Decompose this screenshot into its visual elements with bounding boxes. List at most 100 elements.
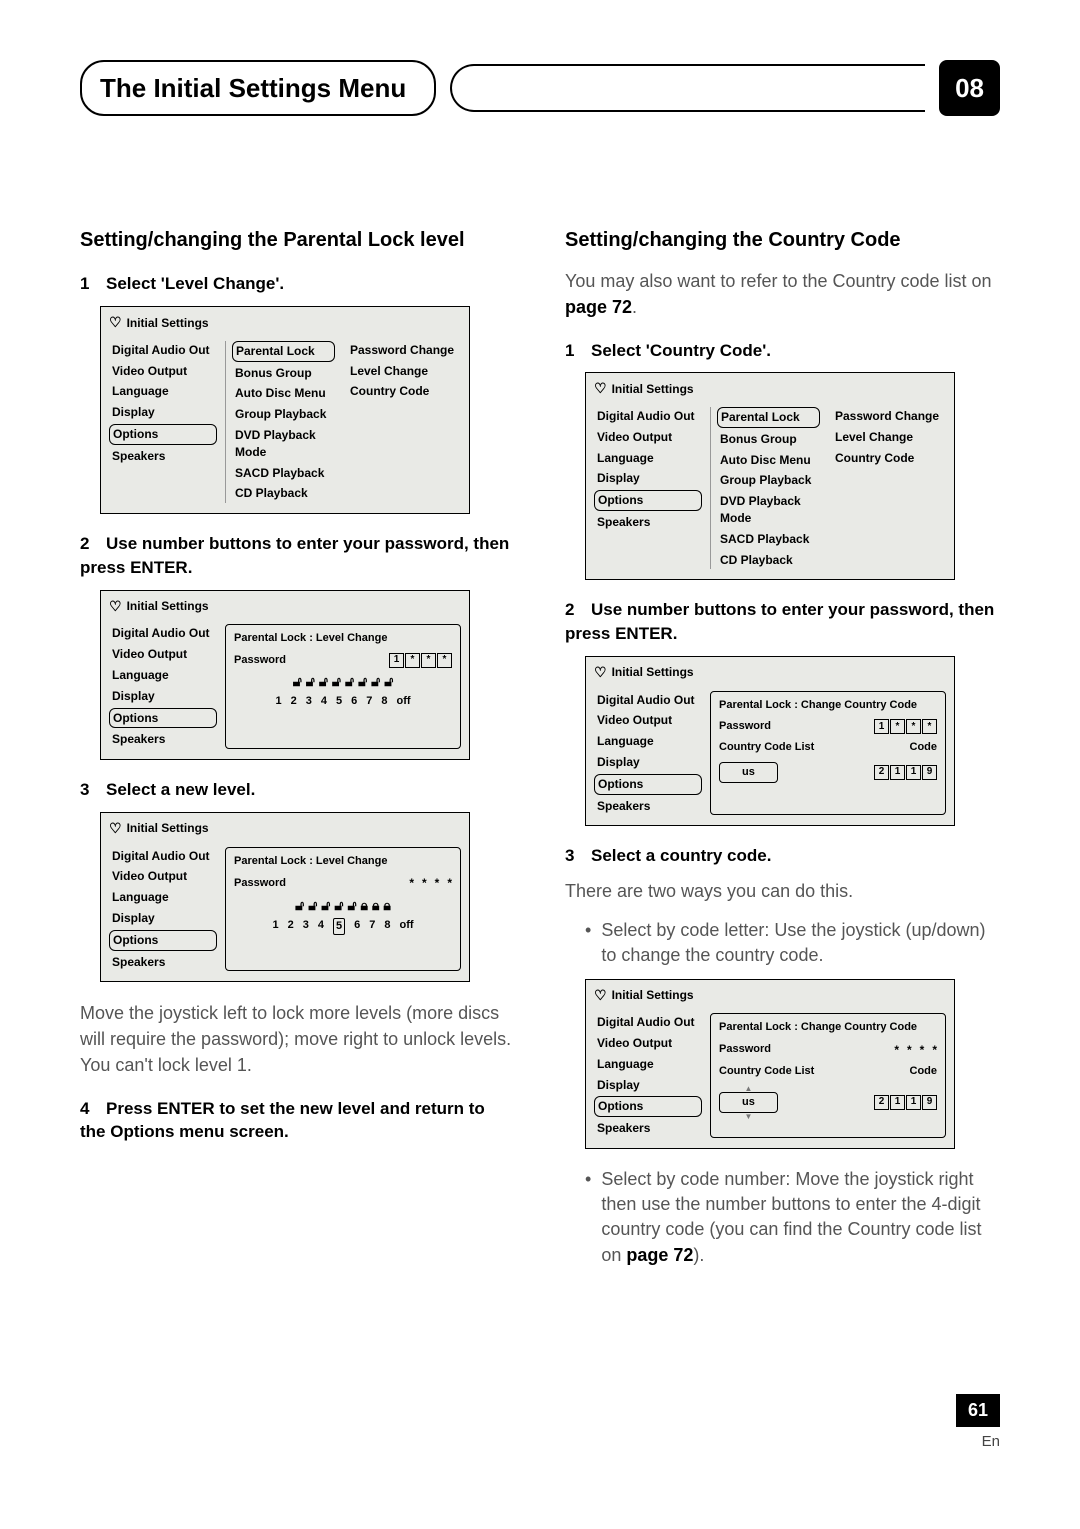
lock-icons-row: 🔓︎🔓︎🔓︎🔓︎🔓︎🔓︎🔓︎🔓︎ bbox=[234, 674, 452, 688]
pw-digit: * bbox=[922, 719, 937, 734]
password-boxes: 1 * * * bbox=[874, 719, 937, 734]
osd-left-item: Video Output bbox=[594, 428, 702, 447]
left-step-3-text: Select a new level. bbox=[106, 780, 255, 799]
level-num: 3 bbox=[303, 918, 309, 935]
password-dots: * * * * bbox=[894, 1042, 937, 1059]
pw-digit: * bbox=[437, 653, 452, 668]
osd-left-item-selected: Options bbox=[594, 490, 702, 511]
header-spacer bbox=[450, 64, 925, 112]
code-digit: 1 bbox=[890, 765, 905, 780]
osd-panel-level-select: Parental Lock : Level Change Password * … bbox=[225, 847, 461, 972]
password-label: Password bbox=[234, 653, 286, 668]
osd-left-item: Speakers bbox=[109, 730, 217, 749]
osd-left-item: Language bbox=[594, 449, 702, 468]
osd-right-item: Level Change bbox=[832, 428, 946, 447]
osd-cc-password: Initial Settings Digital Audio Out Video… bbox=[585, 656, 955, 826]
code-boxes: 2 1 1 9 bbox=[874, 1095, 937, 1110]
right-step-2: 2Use number buttons to enter your passwo… bbox=[565, 598, 1000, 646]
osd-right-item: Password Change bbox=[347, 341, 461, 360]
osd-left-item: Video Output bbox=[109, 645, 217, 664]
heart-icon bbox=[594, 379, 607, 399]
left-column: Setting/changing the Parental Lock level… bbox=[80, 226, 515, 1273]
left-step-1: 1Select 'Level Change'. bbox=[80, 272, 515, 296]
lock-open-icon: 🔓︎ bbox=[371, 674, 380, 688]
page-header: The Initial Settings Menu 08 bbox=[80, 60, 1000, 116]
code-digit: 9 bbox=[922, 765, 937, 780]
heart-icon bbox=[109, 313, 122, 333]
chapter-number: 08 bbox=[939, 60, 1000, 116]
right-heading: Setting/changing the Country Code bbox=[565, 226, 1000, 254]
level-num: 1 bbox=[275, 694, 281, 709]
osd-title-text: Initial Settings bbox=[127, 598, 209, 615]
level-num: 4 bbox=[318, 918, 324, 935]
osd-right-list: Password Change Level Change Country Cod… bbox=[343, 341, 461, 503]
osd-title-text: Initial Settings bbox=[127, 315, 209, 332]
code-digit: 1 bbox=[890, 1095, 905, 1110]
osd-right-item: Country Code bbox=[347, 382, 461, 401]
osd-left-item: Video Output bbox=[594, 1034, 702, 1053]
osd-left-item: Display bbox=[109, 687, 217, 706]
page-ref-72-b: page 72 bbox=[626, 1245, 693, 1265]
code-label: Code bbox=[910, 1064, 938, 1079]
right-step-3: 3Select a country code. bbox=[565, 844, 1000, 868]
osd-mid-item: SACD Playback bbox=[717, 530, 820, 549]
osd-left-item: Speakers bbox=[594, 513, 702, 532]
left-step-2: 2Use number buttons to enter your passwo… bbox=[80, 532, 515, 580]
lock-closed-icon: 🔒︎ bbox=[383, 898, 390, 912]
lock-icons-row: 🔓︎🔓︎🔓︎🔓︎🔓︎🔒︎🔒︎🔒︎ bbox=[234, 898, 452, 912]
right-step-1: 1Select 'Country Code'. bbox=[565, 339, 1000, 363]
osd-right-item: Country Code bbox=[832, 449, 946, 468]
osd-title-text: Initial Settings bbox=[127, 820, 209, 837]
bullet-2: • Select by code number: Move the joysti… bbox=[585, 1167, 1000, 1268]
panel-title: Parental Lock : Change Country Code bbox=[719, 698, 937, 713]
pw-dot: * bbox=[907, 1042, 912, 1059]
osd-mid-item: Group Playback bbox=[232, 405, 335, 424]
bullet-1-text: Select by code letter: Use the joystick … bbox=[601, 918, 1000, 968]
osd-left-item: Language bbox=[109, 888, 217, 907]
osd-mid-item: DVD Playback Mode bbox=[232, 426, 335, 462]
pw-digit: * bbox=[890, 719, 905, 734]
panel-title: Parental Lock : Level Change bbox=[234, 631, 452, 646]
cc-list-label: Country Code List bbox=[719, 1064, 814, 1079]
osd-left-item: Digital Audio Out bbox=[109, 341, 217, 360]
osd-mid-item: Bonus Group bbox=[717, 430, 820, 449]
panel-title: Parental Lock : Change Country Code bbox=[719, 1020, 937, 1035]
heart-icon bbox=[109, 597, 122, 617]
bullet-dot-icon: • bbox=[585, 1167, 591, 1268]
level-num: 2 bbox=[291, 694, 297, 709]
right-step-3-text: Select a country code. bbox=[591, 846, 771, 865]
bullet-2-b: ). bbox=[693, 1245, 704, 1265]
page-footer: 61 En bbox=[80, 1394, 1000, 1452]
right-step-1-text: Select 'Country Code'. bbox=[591, 341, 771, 360]
content-columns: Setting/changing the Parental Lock level… bbox=[80, 226, 1000, 1273]
osd-left-item-selected: Options bbox=[109, 708, 217, 729]
osd-mid-item-selected: Parental Lock bbox=[717, 407, 820, 428]
bullet-dot-icon: • bbox=[585, 918, 591, 968]
level-num-selected: 5 bbox=[333, 918, 345, 935]
page-language: En bbox=[80, 1431, 1000, 1452]
right-intro-b: . bbox=[632, 297, 637, 317]
level-num: 8 bbox=[381, 694, 387, 709]
right-step-2-text: Use number buttons to enter your passwor… bbox=[565, 600, 994, 643]
code-digit: 2 bbox=[874, 1095, 889, 1110]
left-body-after-3: Move the joystick left to lock more leve… bbox=[80, 1000, 515, 1078]
right-body-after-3: There are two ways you can do this. bbox=[565, 878, 1000, 904]
level-numbers: 1 2 3 4 5 6 7 8 off bbox=[234, 918, 452, 935]
lock-open-icon: 🔓︎ bbox=[293, 674, 302, 688]
osd-left-list: Digital Audio Out Video Output Language … bbox=[109, 341, 217, 503]
pw-dot: * bbox=[932, 1042, 937, 1059]
level-num: 4 bbox=[321, 694, 327, 709]
cc-list-label: Country Code List bbox=[719, 740, 814, 755]
left-heading: Setting/changing the Parental Lock level bbox=[80, 226, 515, 254]
pw-digit: 1 bbox=[389, 653, 404, 668]
osd-mid-item-selected: Parental Lock bbox=[232, 341, 335, 362]
osd-left-item-selected: Options bbox=[594, 774, 702, 795]
osd-panel-cc-select: Parental Lock : Change Country Code Pass… bbox=[710, 1013, 946, 1138]
heart-icon bbox=[109, 819, 122, 839]
right-intro-a: You may also want to refer to the Countr… bbox=[565, 271, 992, 291]
osd-mid-item: Auto Disc Menu bbox=[232, 384, 335, 403]
osd-title-text: Initial Settings bbox=[612, 381, 694, 398]
code-digit: 9 bbox=[922, 1095, 937, 1110]
level-numbers: 1 2 3 4 5 6 7 8 off bbox=[234, 694, 452, 709]
osd-left-item: Digital Audio Out bbox=[594, 407, 702, 426]
